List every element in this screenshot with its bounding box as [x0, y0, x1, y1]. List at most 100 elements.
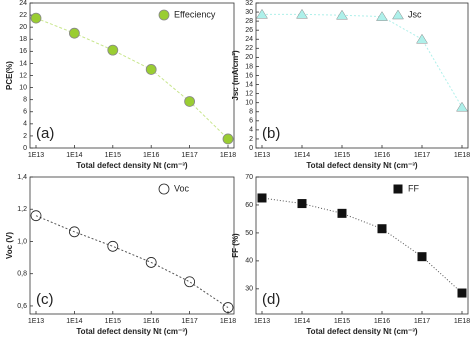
- y-axis-label: PCE(%): [5, 61, 14, 90]
- y-tick-label: 20: [19, 24, 27, 31]
- y-tick-label: 30: [245, 286, 253, 293]
- x-tick-label: 1E17: [181, 318, 197, 325]
- marker: [184, 276, 196, 288]
- marker: [222, 302, 234, 313]
- panel-label: (c): [36, 291, 54, 308]
- panel-label: (b): [262, 125, 280, 142]
- x-tick-label: 1E18: [220, 318, 236, 325]
- y-tick-label: 0: [23, 145, 27, 152]
- plot-frame: [29, 176, 235, 315]
- x-tick-label: 1E14: [66, 152, 82, 159]
- x-tick-label: 1E13: [254, 152, 270, 159]
- y-tick-label: 50: [245, 230, 253, 237]
- marker: [69, 226, 80, 238]
- y-tick-label: 18: [19, 36, 27, 43]
- plot-frame: [255, 176, 469, 315]
- plot-frame: [255, 2, 469, 149]
- series-line: [262, 13, 463, 108]
- x-tick-label: 1E15: [105, 152, 121, 159]
- y-tick-label: 24: [19, 0, 27, 7]
- x-tick-label: 1E18: [220, 152, 236, 159]
- x-tick-label: 1E16: [374, 152, 390, 159]
- marker: [457, 288, 467, 298]
- y-axis-label: Jsc (mA/cm²): [231, 50, 240, 101]
- y-tick-label: 20: [245, 54, 253, 61]
- plot-frame: [29, 2, 235, 149]
- y-tick-label: 24: [245, 36, 253, 43]
- marker: [337, 208, 347, 218]
- y-axis-label: Voc (V): [5, 232, 14, 259]
- marker: [145, 64, 157, 75]
- legend-label: Effeciency: [174, 9, 216, 19]
- marker: [256, 8, 268, 19]
- marker: [30, 12, 42, 24]
- marker: [30, 210, 42, 222]
- y-tick-label: 70: [245, 174, 253, 181]
- y-tick-label: 14: [19, 60, 27, 67]
- y-tick-label: 12: [19, 72, 27, 79]
- y-tick-label: 8: [249, 109, 253, 116]
- y-tick-label: 16: [19, 48, 27, 55]
- marker: [158, 183, 170, 195]
- x-tick-label: 1E13: [28, 152, 44, 159]
- marker: [158, 9, 170, 21]
- x-axis-label: Total defect density Nt (cm⁻³): [76, 327, 188, 336]
- y-tick-label: 12: [245, 90, 253, 97]
- y-tick-label: 6: [249, 118, 253, 125]
- legend-label: Jsc: [408, 9, 422, 19]
- y-tick-label: 0: [249, 145, 253, 152]
- y-tick-label: 6: [23, 109, 27, 116]
- legend-label: FF: [408, 183, 419, 193]
- y-tick-label: 0,6: [17, 303, 27, 310]
- series-line: [35, 215, 229, 308]
- y-tick-label: 60: [245, 202, 253, 209]
- y-axis-label: FF (%): [231, 233, 240, 258]
- x-tick-label: 1E16: [143, 152, 159, 159]
- y-tick-label: 10: [245, 100, 253, 107]
- series-line: [35, 17, 229, 140]
- marker: [107, 44, 119, 56]
- x-tick-label: 1E14: [294, 318, 310, 325]
- x-tick-label: 1E16: [143, 318, 159, 325]
- x-tick-label: 1E18: [454, 318, 470, 325]
- y-tick-label: 0,8: [17, 271, 27, 278]
- y-tick-label: 4: [249, 127, 253, 134]
- marker: [377, 224, 387, 234]
- y-tick-label: 30: [245, 9, 253, 16]
- marker: [145, 257, 157, 268]
- x-axis-label: Total defect density Nt (cm⁻³): [76, 161, 188, 170]
- marker: [296, 8, 308, 19]
- marker: [107, 240, 119, 252]
- y-tick-label: 1,2: [17, 206, 27, 213]
- marker: [417, 252, 427, 262]
- y-tick-label: 1,4: [17, 174, 27, 181]
- marker: [222, 133, 234, 145]
- y-tick-label: 18: [245, 63, 253, 70]
- x-tick-label: 1E14: [294, 152, 310, 159]
- y-tick-label: 14: [245, 81, 253, 88]
- x-tick-label: 1E14: [66, 318, 82, 325]
- y-tick-label: 10: [19, 84, 27, 91]
- x-tick-label: 1E13: [254, 318, 270, 325]
- y-tick-label: 32: [245, 0, 253, 7]
- panel-label: (a): [36, 125, 54, 142]
- x-tick-label: 1E15: [334, 318, 350, 325]
- marker: [416, 33, 428, 44]
- x-tick-label: 1E15: [105, 318, 121, 325]
- marker: [257, 193, 267, 203]
- x-axis-label: Total defect density Nt (cm⁻³): [306, 161, 418, 170]
- legend-label: Voc: [174, 183, 190, 193]
- y-tick-label: 16: [245, 72, 253, 79]
- y-tick-label: 4: [23, 121, 27, 128]
- y-tick-label: 40: [245, 258, 253, 265]
- y-tick-label: 8: [23, 97, 27, 104]
- x-tick-label: 1E15: [334, 152, 350, 159]
- x-axis-label: Total defect density Nt (cm⁻³): [306, 327, 418, 336]
- marker: [336, 9, 348, 20]
- y-tick-label: 26: [245, 27, 253, 34]
- marker: [456, 101, 468, 112]
- y-tick-label: 28: [245, 18, 253, 25]
